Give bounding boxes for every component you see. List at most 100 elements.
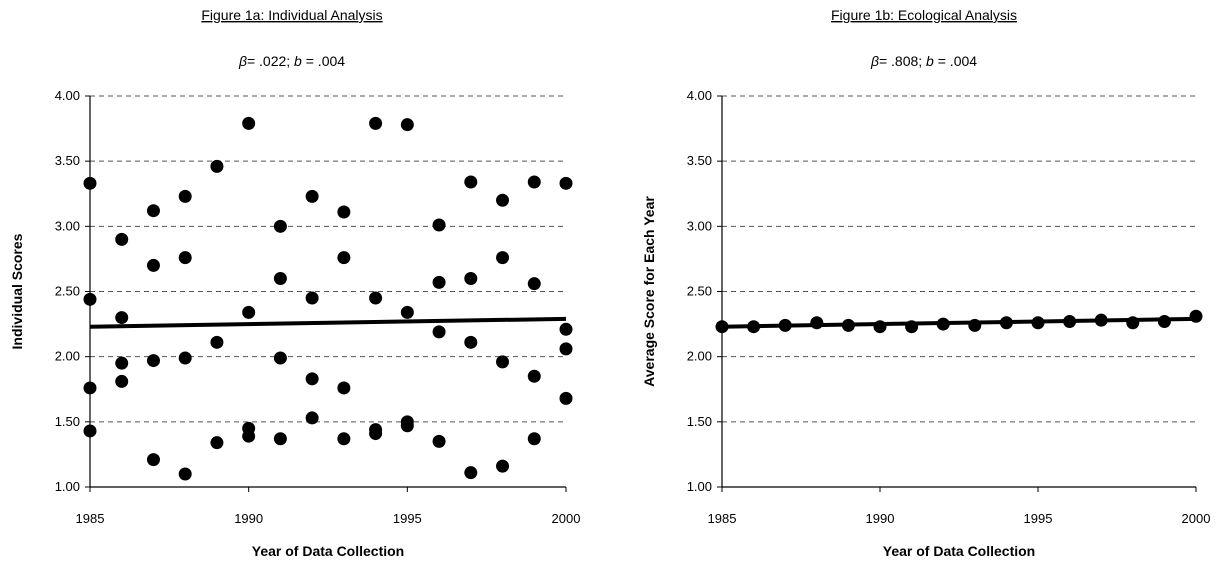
- data-point: [432, 434, 446, 448]
- data-point: [305, 291, 319, 305]
- beta-symbol: β: [238, 53, 247, 69]
- data-point: [305, 189, 319, 203]
- b-value: = .004: [302, 53, 345, 69]
- b-symbol: b: [926, 53, 934, 69]
- data-point: [1094, 313, 1108, 327]
- y-tick-label: 1.50: [55, 414, 80, 429]
- data-point: [527, 277, 541, 291]
- data-point: [464, 335, 478, 349]
- data-point: [242, 116, 256, 130]
- data-point: [400, 305, 414, 319]
- data-point: [273, 271, 287, 285]
- x-tick-label: 2000: [1182, 511, 1211, 526]
- b-value: = .004: [934, 53, 977, 69]
- y-tick-label: 2.00: [687, 349, 712, 364]
- data-point: [999, 316, 1013, 330]
- data-point: [810, 316, 824, 330]
- data-point: [841, 318, 855, 332]
- data-point: [178, 189, 192, 203]
- figure-1a-panel: Figure 1a: Individual Analysis β= .022; b…: [9, 7, 581, 559]
- y-tick-label: 3.00: [55, 218, 80, 233]
- data-point: [559, 391, 573, 405]
- data-point: [115, 232, 129, 246]
- y-tick-label: 1.00: [55, 479, 80, 494]
- beta-value: = .022;: [247, 53, 294, 69]
- data-point: [369, 427, 383, 441]
- data-point: [178, 251, 192, 265]
- data-point: [496, 251, 510, 265]
- data-point: [715, 320, 729, 334]
- data-point: [1031, 316, 1045, 330]
- data-point: [146, 204, 160, 218]
- b-symbol: b: [294, 53, 302, 69]
- data-point: [83, 292, 97, 306]
- data-point: [1157, 314, 1171, 328]
- data-point: [115, 311, 129, 325]
- data-point: [905, 320, 919, 334]
- data-point: [273, 432, 287, 446]
- data-point: [1189, 309, 1203, 323]
- figure-1b-panel: Figure 1b: Ecological Analysis β= .808; b…: [610, 0, 1220, 563]
- y-tick-label: 3.50: [55, 153, 80, 168]
- x-tick-label: 1990: [866, 511, 895, 526]
- data-point: [873, 320, 887, 334]
- y-tick-label: 1.00: [687, 479, 712, 494]
- data-point: [559, 342, 573, 356]
- chart-title: Figure 1b: Ecological Analysis: [831, 7, 1017, 23]
- data-point: [1063, 314, 1077, 328]
- figure-1b-chart: Figure 1b: Ecological Analysis β= .808; b…: [641, 7, 1211, 559]
- chart-subtitle: β= .808; b = .004: [870, 53, 977, 69]
- x-tick-label: 2000: [552, 511, 581, 526]
- data-point: [337, 381, 351, 395]
- data-point: [337, 432, 351, 446]
- y-tick-label: 3.50: [687, 153, 712, 168]
- x-tick-label: 1985: [708, 511, 737, 526]
- data-point: [115, 356, 129, 370]
- y-tick-label: 4.00: [55, 88, 80, 103]
- data-point: [337, 251, 351, 265]
- data-point: [273, 219, 287, 233]
- regression-line: [89, 316, 567, 329]
- x-tick-label: 1985: [76, 511, 105, 526]
- data-point: [115, 374, 129, 388]
- data-point: [210, 335, 224, 349]
- data-point: [432, 325, 446, 339]
- y-axis-label: Average Score for Each Year: [641, 196, 657, 387]
- data-point: [369, 116, 383, 130]
- y-tick-label: 2.50: [55, 284, 80, 299]
- data-point: [496, 459, 510, 473]
- data-point: [210, 436, 224, 450]
- data-point: [527, 432, 541, 446]
- data-point: [496, 193, 510, 207]
- data-point: [305, 372, 319, 386]
- beta-value: = .808;: [879, 53, 926, 69]
- y-tick-label: 2.50: [687, 284, 712, 299]
- data-point: [242, 429, 256, 443]
- data-point: [83, 424, 97, 438]
- data-point: [527, 175, 541, 189]
- data-point: [400, 419, 414, 433]
- y-tick-label: 2.00: [55, 349, 80, 364]
- data-point: [273, 351, 287, 365]
- data-point: [146, 258, 160, 272]
- data-point: [747, 320, 761, 334]
- y-tick-label: 3.00: [687, 218, 712, 233]
- x-tick-label: 1990: [234, 511, 263, 526]
- y-axis-label: Individual Scores: [9, 233, 25, 349]
- y-tick-label: 1.50: [687, 414, 712, 429]
- data-point: [242, 305, 256, 319]
- data-point: [778, 318, 792, 332]
- data-point: [83, 381, 97, 395]
- data-point: [1126, 316, 1140, 330]
- x-tick-label: 1995: [393, 511, 422, 526]
- data-point: [146, 453, 160, 467]
- data-point: [178, 467, 192, 481]
- data-point: [432, 275, 446, 289]
- data-point: [527, 369, 541, 383]
- data-point: [305, 411, 319, 425]
- data-point: [968, 318, 982, 332]
- y-tick-label: 4.00: [687, 88, 712, 103]
- data-point: [464, 175, 478, 189]
- x-axis-label: Year of Data Collection: [252, 543, 404, 559]
- data-point: [559, 176, 573, 190]
